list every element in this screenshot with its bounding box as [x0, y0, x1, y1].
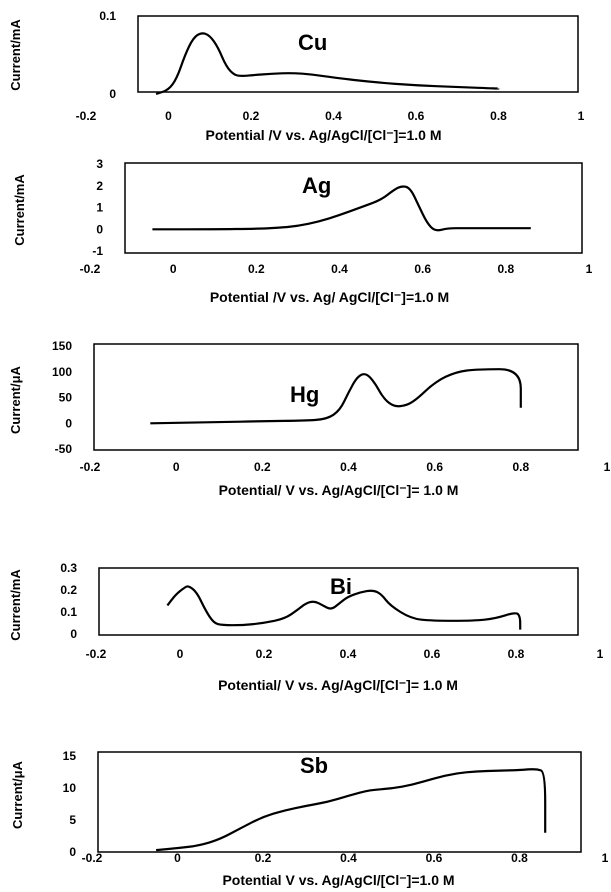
panel-cu-xtick-label: 0.6: [408, 109, 425, 123]
panel-cu-ytick-label: 0: [109, 87, 116, 101]
panel-sb-xtick-label: 0.8: [511, 851, 528, 865]
panel-cu-frame: [137, 15, 579, 93]
panel-hg-ytick-label: -50: [55, 442, 73, 456]
panel-hg-xtick-label: -0.2: [80, 460, 101, 474]
panel-sb-xtick-label: -0.2: [82, 851, 103, 865]
panel-ag-ytick-label: 0: [96, 222, 103, 236]
panel-cu-ytick-label: 0.1: [99, 9, 116, 23]
panel-sb-ytick-label: 15: [63, 749, 77, 763]
panel-bi-ytick-label: 0.1: [60, 605, 77, 619]
panel-ag-annotation: Ag: [302, 173, 331, 198]
panel-ag-xtick-label: 1: [586, 262, 593, 276]
panel-hg-ytick-label: 0: [65, 416, 72, 430]
panel-bi: 0 0.1 0.2 0.3 -0.2 0 0.2 0.4 0.6 0.8 1 Bi Potential/…: [8, 561, 604, 693]
panel-hg-annotation: Hg: [290, 382, 319, 407]
panel-bi-x-axis-label: Potential/ V vs. Ag/AgCl/[Cl⁻]= 1.0 M: [218, 677, 458, 693]
panel-ag-ytick-label: 3: [96, 157, 103, 171]
panel-hg: -50 0 50 100 150 -0.2 0 0.2 0.4 0.6 0.8 1 Hg Potentia…: [8, 339, 611, 498]
panel-sb-xtick-label: 0: [174, 851, 181, 865]
panel-cu-xtick-label: -0.2: [76, 109, 97, 123]
panel-hg-xtick-label: 1: [604, 460, 611, 474]
panel-cu-xtick-label: 1: [578, 109, 585, 123]
panel-bi-xtick-label: 0.2: [256, 647, 273, 661]
panel-cu-x-axis-label: Potential /V vs. Ag/AgCl/[Cl⁻]=1.0 M: [206, 127, 442, 143]
panel-hg-y-axis-label: Current/μA: [8, 365, 23, 434]
panel-ag-xtick-label: 0.8: [497, 262, 514, 276]
panel-ag-frame: [124, 162, 583, 254]
panel-ag-xtick-label: 0.6: [414, 262, 431, 276]
panel-bi-xtick-label: 0.8: [508, 647, 525, 661]
panel-cu-xtick-label: 0: [165, 109, 172, 123]
panel-hg-xtick-label: 0.4: [340, 460, 357, 474]
panel-sb-xtick-label: 0.2: [255, 851, 272, 865]
panel-hg-xtick-label: 0.2: [254, 460, 271, 474]
panel-cu-annotation: Cu: [298, 30, 327, 55]
panel-hg-series-line: [150, 368, 522, 425]
panel-ag: -1 0 1 2 3 -0.2 0 0.2 0.4 0.6 0.8 1 Ag Potential /V v…: [12, 157, 593, 305]
panel-hg-x-axis-label: Potential/ V vs. Ag/AgCl/[Cl⁻]= 1.0 M: [219, 482, 459, 498]
panel-cu-y-axis-label: Current/mA: [8, 19, 23, 91]
panel-bi-y-axis-label: Current/mA: [8, 569, 23, 641]
panel-bi-xtick-label: 1: [597, 647, 604, 661]
panel-hg-xtick-label: 0.6: [426, 460, 443, 474]
panel-sb-xtick-label: 1: [602, 851, 609, 865]
panel-ag-xtick-label: 0: [170, 262, 177, 276]
panel-bi-xtick-label: -0.2: [86, 647, 107, 661]
panel-hg-xtick-label: 0: [173, 460, 180, 474]
panel-ag-xtick-label: 0.4: [331, 262, 348, 276]
panel-bi-xtick-label: 0.4: [340, 647, 357, 661]
panel-ag-series-line: [152, 185, 531, 232]
panel-bi-ytick-label: 0.3: [60, 561, 77, 575]
panel-ag-ytick-label: -1: [92, 244, 103, 258]
panel-ag-xtick-label: -0.2: [80, 262, 101, 276]
panel-bi-ytick-label: 0: [70, 627, 77, 641]
panel-cu-xtick-label: 0.8: [490, 109, 507, 123]
panel-hg-frame: [93, 343, 579, 451]
panel-cu-xtick-label: 0.2: [243, 109, 260, 123]
panel-bi-ytick-label: 0.2: [60, 583, 77, 597]
panel-ag-ytick-label: 2: [96, 179, 103, 193]
panel-ag-ytick-label: 1: [96, 201, 103, 215]
panel-sb-ytick-label: 5: [69, 813, 76, 827]
panel-sb-xtick-label: 0.4: [340, 851, 357, 865]
panel-bi-frame: [98, 567, 579, 636]
panel-ag-y-axis-label: Current/mA: [12, 174, 27, 246]
panel-sb-ytick-label: 10: [63, 781, 77, 795]
panel-sb-xtick-label: 0.6: [426, 851, 443, 865]
panel-sb-y-axis-label: Current/μA: [10, 760, 25, 829]
panel-sb: 0 5 10 15 -0.2 0 0.2 0.4 0.6 0.8 1 Sb Potential V vs…: [10, 749, 609, 888]
panel-cu: 0 0.1 -0.2 0 0.2 0.4 0.6 0.8 1 Cu Potential /V vs.…: [8, 9, 585, 143]
panel-cu-series-line: [155, 32, 500, 96]
panel-sb-x-axis-label: Potential V vs. Ag/AgCl/[Cl⁻]=1.0 M: [222, 872, 454, 888]
panel-hg-ytick-label: 50: [59, 391, 73, 405]
panel-hg-ytick-label: 100: [52, 365, 72, 379]
panel-sb-series-line: [155, 768, 547, 852]
panel-bi-xtick-label: 0: [177, 647, 184, 661]
panel-hg-xtick-label: 0.8: [512, 460, 529, 474]
panel-bi-annotation: Bi: [330, 574, 352, 599]
panel-hg-ytick-label: 150: [52, 339, 72, 353]
panel-ag-xtick-label: 0.2: [248, 262, 265, 276]
panel-cu-xtick-label: 0.4: [325, 109, 342, 123]
panel-sb-annotation: Sb: [300, 753, 328, 778]
panel-bi-series-line: [166, 585, 522, 630]
panel-sb-frame: [97, 751, 582, 853]
panel-bi-xtick-label: 0.6: [424, 647, 441, 661]
panel-ag-x-axis-label: Potential /V vs. Ag/ AgCl/[Cl⁻]=1.0 M: [210, 289, 449, 305]
panel-sb-ytick-label: 0: [69, 845, 76, 859]
